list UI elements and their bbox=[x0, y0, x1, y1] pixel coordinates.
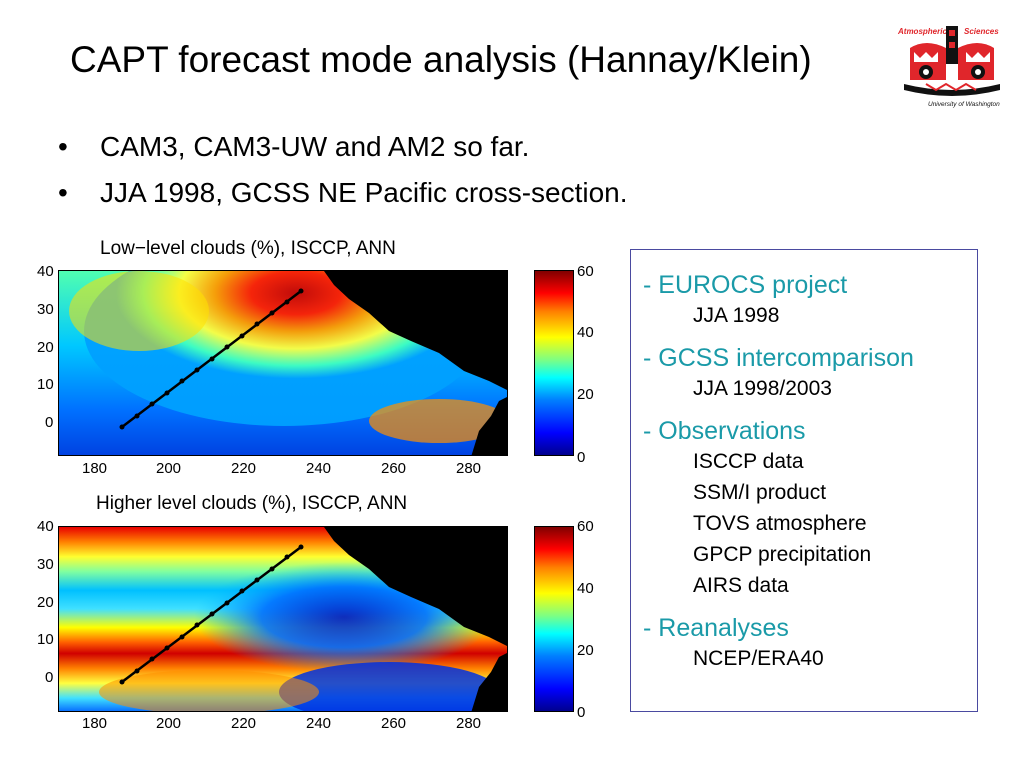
cloud-map-high bbox=[58, 526, 508, 712]
bullet-list: • CAM3, CAM3-UW and AM2 so far. • JJA 19… bbox=[58, 124, 818, 216]
x-tick-label: 280 bbox=[456, 715, 482, 732]
x-tick-label: 200 bbox=[156, 715, 182, 732]
university-logo: Atmospheric Sciences University of Washi… bbox=[896, 18, 1008, 110]
info-item: TOVS atmosphere bbox=[693, 512, 867, 535]
y-tick-label: 40 bbox=[37, 263, 54, 280]
logo-caption: University of Washington bbox=[928, 101, 1000, 108]
x-tick-label: 220 bbox=[231, 715, 257, 732]
logo-text-right: Sciences bbox=[964, 27, 999, 36]
cloud-map-graphic bbox=[59, 271, 507, 455]
info-item: NCEP/ERA40 bbox=[693, 647, 824, 670]
x-tick-label: 280 bbox=[456, 460, 482, 477]
y-tick-label: 0 bbox=[45, 669, 54, 686]
colorbar-tick-label: 40 bbox=[577, 324, 594, 341]
colorbar-tick-label: 0 bbox=[577, 449, 586, 466]
y-tick-label: 30 bbox=[37, 556, 54, 573]
y-tick-label: 10 bbox=[37, 631, 54, 648]
info-heading: - GCSS intercomparison bbox=[643, 344, 914, 372]
info-item: ISCCP data bbox=[693, 450, 804, 473]
y-tick-label: 20 bbox=[37, 594, 54, 611]
info-section-gcss: - GCSS intercomparison JJA 1998/2003 bbox=[643, 343, 977, 404]
logo-text-left: Atmospheric bbox=[897, 27, 947, 36]
x-tick-label: 260 bbox=[381, 715, 407, 732]
colorbar-tick-label: 60 bbox=[577, 263, 594, 280]
info-item: JJA 1998 bbox=[693, 304, 780, 327]
bullet-item: • JJA 1998, GCSS NE Pacific cross-sectio… bbox=[58, 170, 818, 216]
y-tick-label: 0 bbox=[45, 414, 54, 431]
bullet-dot: • bbox=[58, 131, 68, 162]
y-tick-label: 10 bbox=[37, 376, 54, 393]
bullet-item: • CAM3, CAM3-UW and AM2 so far. bbox=[58, 124, 818, 170]
info-item: GPCP precipitation bbox=[693, 543, 872, 566]
logo-graphic: Atmospheric Sciences University of Washi… bbox=[897, 26, 1000, 108]
x-tick-label: 240 bbox=[306, 460, 332, 477]
info-heading: - EUROCS project bbox=[643, 271, 848, 299]
cloud-map-graphic bbox=[59, 527, 507, 711]
info-section-reanalyses: - Reanalyses NCEP/ERA40 bbox=[643, 613, 977, 674]
info-heading: - Observations bbox=[643, 417, 806, 445]
info-heading: - Reanalyses bbox=[643, 614, 789, 642]
x-tick-label: 220 bbox=[231, 460, 257, 477]
map-title: Higher level clouds (%), ISCCP, ANN bbox=[96, 493, 408, 514]
x-tick-label: 200 bbox=[156, 460, 182, 477]
map-title: Low−level clouds (%), ISCCP, ANN bbox=[100, 238, 396, 259]
colorbar-tick-label: 20 bbox=[577, 642, 594, 659]
info-section-observations: - Observations ISCCP data SSM/I product … bbox=[643, 416, 977, 601]
colorbar-tick-label: 40 bbox=[577, 580, 594, 597]
info-item: JJA 1998/2003 bbox=[693, 377, 832, 400]
colorbar-tick-label: 60 bbox=[577, 518, 594, 535]
data-sources-box: - EUROCS project JJA 1998 - GCSS interco… bbox=[630, 249, 978, 712]
colorbar-tick-label: 20 bbox=[577, 386, 594, 403]
x-tick-label: 180 bbox=[82, 715, 108, 732]
slide-title: CAPT forecast mode analysis (Hannay/Klei… bbox=[70, 39, 812, 80]
x-tick-label: 180 bbox=[82, 460, 108, 477]
bullet-text: CAM3, CAM3-UW and AM2 so far. bbox=[100, 131, 530, 162]
colorbar-tick-label: 0 bbox=[577, 704, 586, 721]
info-section-eurocs: - EUROCS project JJA 1998 bbox=[643, 270, 977, 331]
colorbar bbox=[534, 526, 574, 712]
y-tick-label: 20 bbox=[37, 339, 54, 356]
bullet-text: JJA 1998, GCSS NE Pacific cross-section. bbox=[100, 177, 628, 208]
info-item: AIRS data bbox=[693, 574, 789, 597]
y-tick-label: 30 bbox=[37, 301, 54, 318]
info-item: SSM/I product bbox=[693, 481, 827, 504]
x-tick-label: 240 bbox=[306, 715, 332, 732]
x-tick-label: 260 bbox=[381, 460, 407, 477]
bullet-dot: • bbox=[58, 177, 68, 208]
y-tick-label: 40 bbox=[37, 518, 54, 535]
cloud-map-low bbox=[58, 270, 508, 456]
colorbar bbox=[534, 270, 574, 456]
